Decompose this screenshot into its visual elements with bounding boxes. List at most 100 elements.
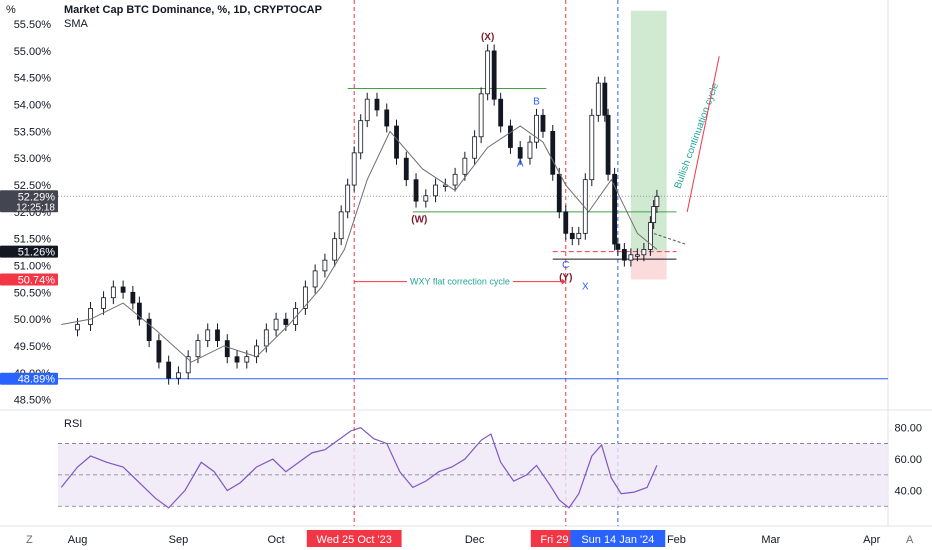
wave-label-4: C [562, 260, 569, 271]
candle-body [605, 114, 611, 175]
price-tag-bg-3 [0, 372, 58, 385]
date-badge-bg-0 [306, 530, 402, 547]
candle-body [595, 82, 601, 116]
candle-body [120, 286, 126, 293]
price-tag-2: 50.74% [18, 274, 56, 286]
x-tick-6: Apr [863, 534, 880, 546]
candle-body [452, 173, 458, 186]
candle-body [101, 297, 106, 309]
candle-body [491, 50, 497, 100]
candle-body [195, 340, 201, 358]
zoom-reset-control[interactable]: Z [26, 534, 33, 546]
price-tag-3: 48.89% [18, 374, 56, 386]
candle-body [110, 286, 116, 299]
candle-body [654, 195, 660, 207]
candle-body [156, 340, 162, 363]
candle-body [556, 173, 562, 213]
candle-body [478, 93, 484, 138]
x-tick-4: Feb [667, 534, 686, 546]
candle-body [462, 157, 468, 175]
candle-body [130, 291, 136, 304]
candle-body [364, 98, 370, 122]
candle-body [641, 249, 647, 256]
candle-body [621, 249, 627, 261]
candle-body [540, 114, 546, 132]
candle-body [244, 356, 250, 363]
indicator-label[interactable]: SMA [64, 18, 88, 30]
x-tick-5: Mar [761, 534, 780, 546]
y-tick-10: 50.50% [14, 287, 52, 299]
rsi-line [60, 427, 658, 509]
candle-body [332, 238, 338, 261]
candle-body [550, 130, 556, 175]
auto-scale-control[interactable]: A [906, 534, 914, 546]
bullish-arrow [686, 56, 720, 212]
price-tag-1: 51.26% [18, 247, 56, 259]
chart-title: Market Cap BTC Dominance, %, 1D, CRYPTOC… [64, 4, 322, 16]
y-tick-4: 53.50% [14, 126, 52, 138]
y-tick-3: 54.00% [14, 100, 52, 112]
candle-body [472, 136, 478, 159]
candle-body [589, 114, 595, 181]
x-tick-1: Sep [169, 534, 189, 546]
candle-body [215, 329, 220, 342]
y-tick-2: 54.50% [14, 73, 52, 85]
target-zone [630, 10, 667, 252]
date-badge-0: Wed 25 Oct '23 [317, 534, 392, 546]
y-tick-12: 49.50% [14, 341, 52, 353]
y-tick-6: 52.50% [14, 180, 52, 192]
rsi-tick-1: 60.00 [894, 454, 922, 466]
candle-body [146, 318, 152, 342]
candle-body [534, 114, 539, 143]
y-tick-0: 55.50% [14, 19, 52, 31]
candle-body [576, 232, 582, 240]
candle-body [88, 308, 93, 325]
bullish-path [653, 232, 686, 245]
wave-label-3: (W) [411, 215, 427, 226]
candle-body [563, 211, 569, 234]
candle-body [433, 184, 438, 197]
candle-body [403, 157, 409, 181]
unit-label: % [6, 4, 16, 16]
candle-body [602, 82, 608, 116]
date-badge-bg-2 [570, 530, 666, 547]
price-tag-bg-2 [0, 273, 58, 286]
wave-label-0: (X) [481, 32, 494, 43]
candle-body [322, 259, 328, 272]
candle-body [634, 254, 640, 257]
y-tick-14: 48.50% [14, 395, 52, 407]
wave-label-2: A [517, 158, 524, 169]
y-tick-8: 51.50% [14, 234, 52, 246]
y-tick-11: 50.00% [14, 314, 52, 326]
rsi-tick-0: 80.00 [894, 423, 922, 435]
rsi-pane-label[interactable]: RSI [64, 418, 83, 430]
candle-body [351, 152, 357, 186]
wxy-arrowhead [561, 278, 566, 285]
y-tick-1: 55.00% [14, 46, 52, 58]
candle-body [234, 356, 240, 363]
candle-body [651, 206, 657, 223]
candle-body [394, 125, 399, 159]
candle-body [384, 109, 390, 127]
candle-body [358, 120, 364, 154]
candle-body [413, 179, 419, 202]
candle-body [527, 141, 533, 159]
wxy-annotation-bg [407, 275, 513, 288]
candle-body [374, 98, 380, 111]
price-tag-countdown: 12:25:18 [16, 202, 55, 213]
candle-body [185, 356, 191, 374]
candle-body [224, 340, 230, 358]
candle-body [517, 147, 523, 159]
candle-body [498, 98, 504, 127]
y-tick-9: 51.00% [14, 261, 52, 273]
candle-body [312, 270, 318, 288]
x-tick-0: Aug [68, 534, 88, 546]
y-tick-5: 53.00% [14, 153, 52, 165]
price-tag-bg-0 [0, 190, 58, 213]
candle-body [273, 318, 279, 331]
wxy-annotation: WXY flat correction cycle [410, 277, 510, 287]
sma-line [61, 125, 658, 363]
candle-body [615, 243, 621, 250]
date-badge-2: Sun 14 Jan '24 [581, 534, 654, 546]
